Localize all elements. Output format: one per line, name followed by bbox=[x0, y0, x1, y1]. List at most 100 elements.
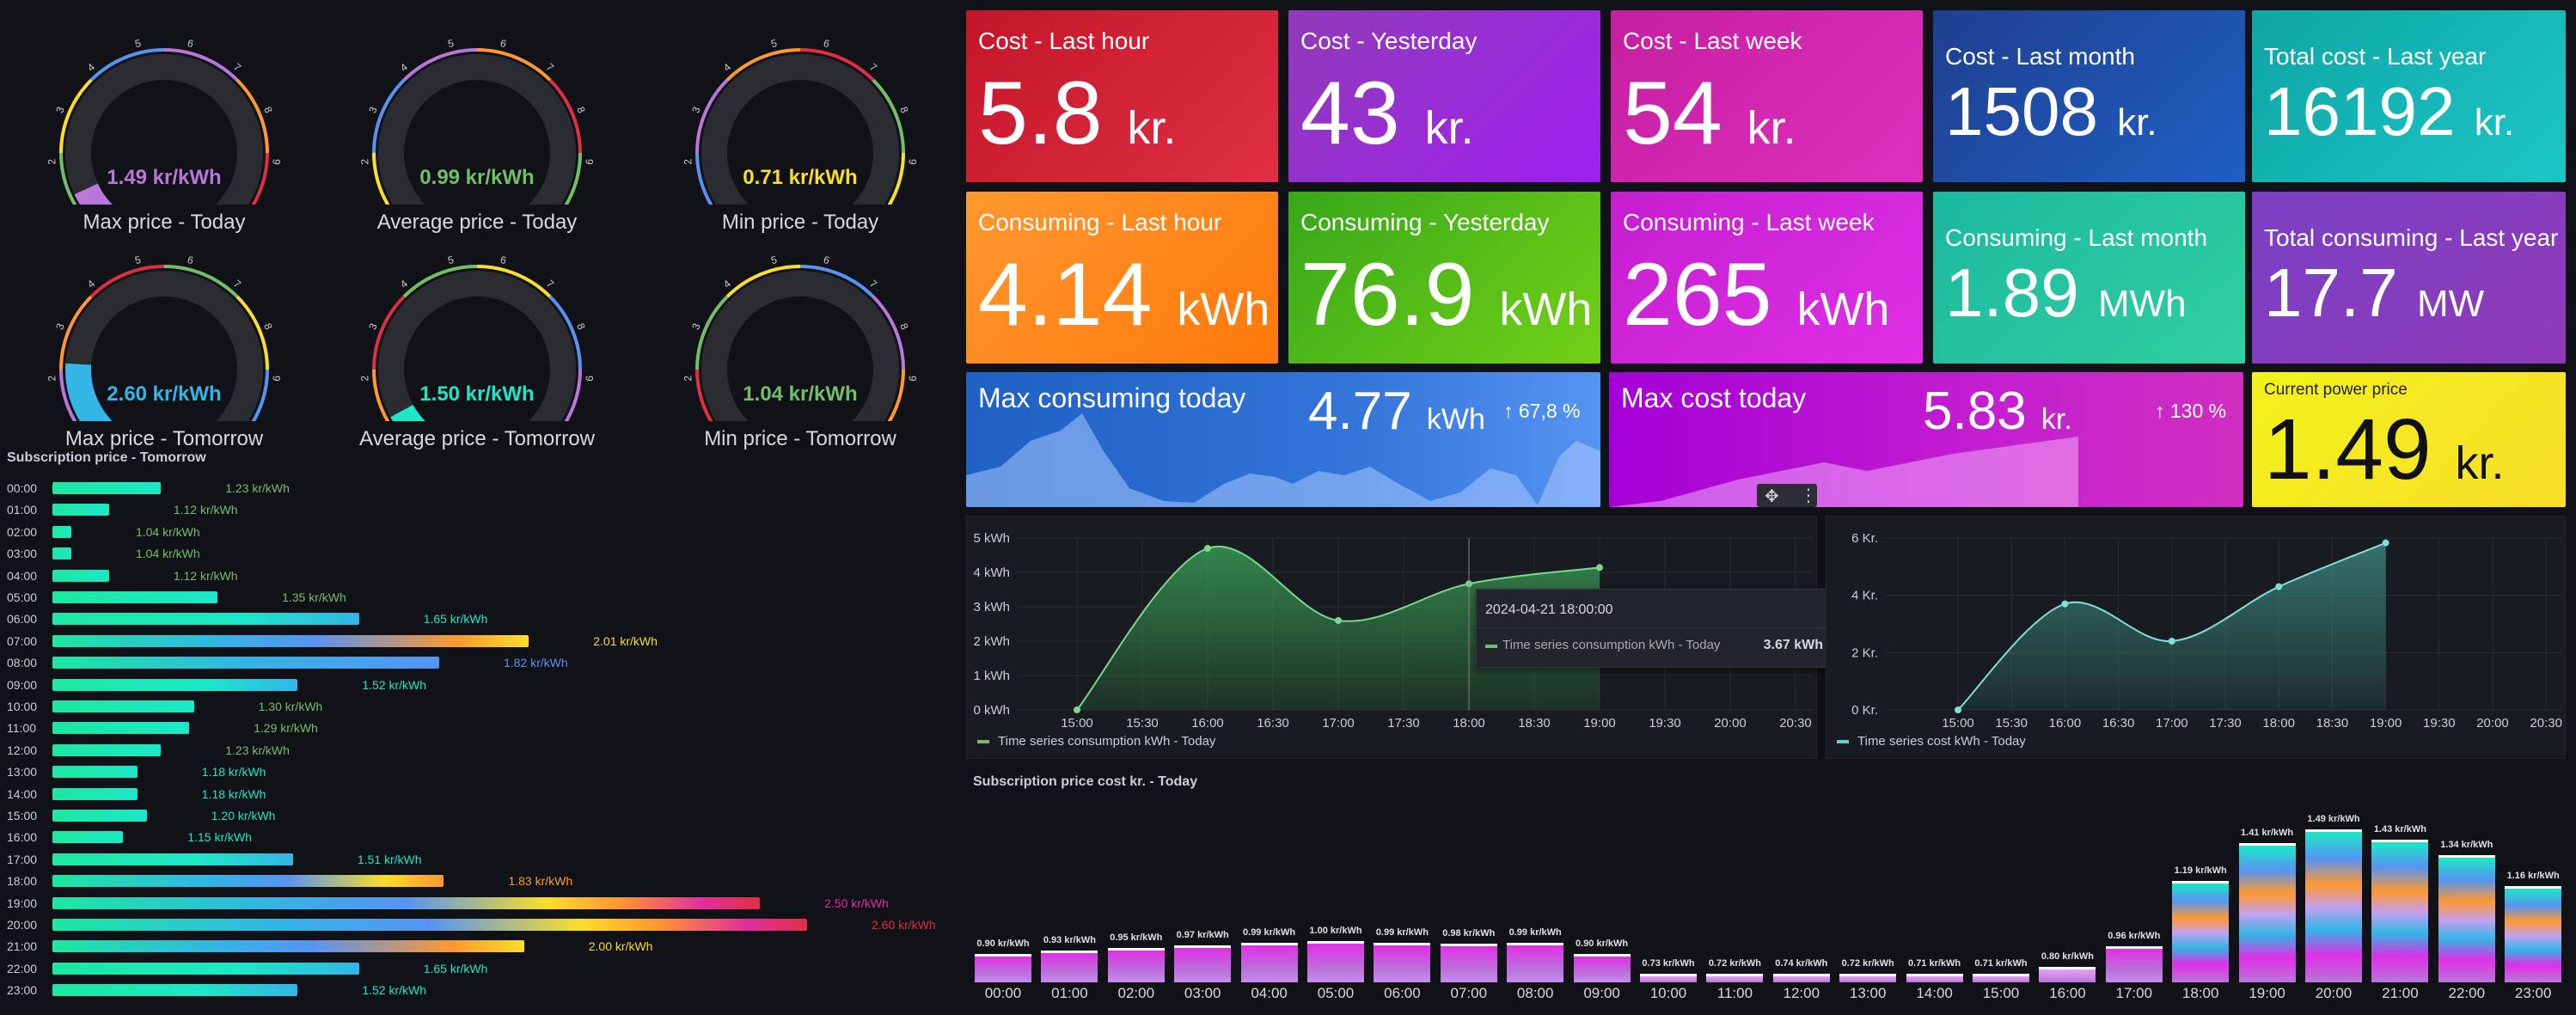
cost-timeseries-panel[interactable]: 0 Kr. 2 Kr. 4 Kr. 6 Kr. 15:00 15:30 16:00 16:30… bbox=[1826, 516, 2566, 759]
bar-column[interactable]: 0.93 kr/kWh 01:00 bbox=[1041, 767, 1098, 1012]
bar-column[interactable]: 0.99 kr/kWh 04:00 bbox=[1240, 767, 1298, 1012]
bar-gauge-row[interactable]: 09:00 1.52 kr/kWh bbox=[0, 675, 945, 696]
bar-gauge-row[interactable]: 15:00 1.20 kr/kWh bbox=[0, 805, 945, 827]
bar-gauge-row[interactable]: 14:00 1.18 kr/kWh bbox=[0, 784, 945, 805]
tile-value-number: 1508 bbox=[1945, 73, 2098, 150]
bar-column[interactable]: 0.74 kr/kWh 12:00 bbox=[1772, 767, 1830, 1012]
bar-gauge-row[interactable]: 03:00 1.04 kr/kWh bbox=[0, 543, 945, 565]
current-price-tile[interactable]: Current power price 1.49 kr. bbox=[2252, 372, 2566, 507]
gauge-value: 0.99 kr/kWh bbox=[419, 166, 535, 189]
bar-gauge-hour: 01:00 bbox=[7, 503, 38, 517]
cost-stat-tile[interactable]: Cost - Last week 54 kr. bbox=[1611, 10, 1923, 182]
bar-category-label: 12:00 bbox=[1783, 985, 1820, 1001]
bar-column[interactable]: 0.98 kr/kWh 07:00 bbox=[1440, 767, 1497, 1012]
bar-column[interactable]: 0.72 kr/kWh 13:00 bbox=[1839, 767, 1897, 1012]
consuming-stat-tile[interactable]: Total consuming - Last year 17.7 MW bbox=[2252, 192, 2566, 364]
max-cost-tile[interactable]: Max cost today 5.83 kr. ↑ 130 % ✥ ⋮ bbox=[1609, 372, 2243, 507]
x-tick-label: 19:30 bbox=[2423, 716, 2456, 731]
bar-column[interactable]: 0.97 kr/kWh 03:00 bbox=[1174, 767, 1232, 1012]
consumption-timeseries-panel[interactable]: 0 kWh 1 kWh 2 kWh 3 kWh 4 kWh 5 kWh 15:00 15:30… bbox=[966, 516, 1833, 759]
gauge-threshold-segment bbox=[89, 48, 165, 82]
bar-column[interactable]: 1.41 kr/kWh 19:00 bbox=[2238, 767, 2296, 1012]
bar-gauge-row[interactable]: 16:00 1.15 kr/kWh bbox=[0, 827, 945, 848]
bar-column[interactable]: 0.71 kr/kWh 14:00 bbox=[1906, 767, 1963, 1012]
consuming-stat-tile[interactable]: Consuming - Last hour 4.14 kWh bbox=[966, 192, 1278, 364]
bar-gauge-row[interactable]: 06:00 1.65 kr/kWh bbox=[0, 608, 945, 630]
bar-column[interactable]: 0.96 kr/kWh 17:00 bbox=[2105, 767, 2163, 1012]
bar-gauge-row[interactable]: 18:00 1.83 kr/kWh bbox=[0, 871, 945, 892]
tile-value-unit: kr. bbox=[1127, 102, 1177, 154]
bar-gauge-row[interactable]: 10:00 1.30 kr/kWh bbox=[0, 696, 945, 718]
bar-value-label: 0.90 kr/kWh bbox=[1576, 939, 1629, 949]
bar-fill bbox=[1174, 945, 1232, 982]
bar-gauge-row[interactable]: 08:00 1.82 kr/kWh bbox=[0, 652, 945, 674]
bar-column[interactable]: 0.72 kr/kWh 11:00 bbox=[1706, 767, 1764, 1012]
bar-column[interactable]: 0.73 kr/kWh 10:00 bbox=[1640, 767, 1697, 1012]
bar-column[interactable]: 1.16 kr/kWh 23:00 bbox=[2505, 767, 2562, 1012]
gauge-threshold-segment bbox=[59, 152, 77, 205]
bar-gauge-row[interactable]: 11:00 1.29 kr/kWh bbox=[0, 718, 945, 739]
bar-gauge-row[interactable]: 01:00 1.12 kr/kWh bbox=[0, 499, 945, 521]
bar-column[interactable]: 1.34 kr/kWh 22:00 bbox=[2438, 767, 2495, 1012]
bar-gauge-row[interactable]: 23:00 1.52 kr/kWh bbox=[0, 980, 945, 1001]
consuming-stat-tile[interactable]: Consuming - Last week 265 kWh bbox=[1611, 192, 1923, 364]
tile-value-number: 54 bbox=[1623, 64, 1722, 163]
bar-gauge-row[interactable]: 07:00 2.01 kr/kWh bbox=[0, 631, 945, 652]
bar-column[interactable]: 0.90 kr/kWh 00:00 bbox=[975, 767, 1031, 1012]
bar-column[interactable]: 1.00 kr/kWh 05:00 bbox=[1307, 767, 1364, 1012]
series-area bbox=[1958, 542, 2386, 710]
max-consuming-tile[interactable]: Max consuming today 4.77 kWh ↑ 67,8 % bbox=[966, 372, 1600, 507]
tile-value-number: 5.8 bbox=[978, 64, 1103, 163]
bar-gauge-row[interactable]: 05:00 1.35 kr/kWh bbox=[0, 587, 945, 608]
gauge-threshold-segment bbox=[59, 369, 77, 421]
bar-column[interactable]: 0.99 kr/kWh 06:00 bbox=[1374, 767, 1431, 1012]
bar-column[interactable]: 1.19 kr/kWh 18:00 bbox=[2172, 767, 2230, 1012]
menu-icon[interactable]: ⋮ bbox=[1800, 486, 1817, 505]
cost-stat-tile[interactable]: Cost - Last month 1508 kr. bbox=[1933, 10, 2245, 182]
move-icon[interactable]: ✥ bbox=[1765, 487, 1779, 506]
bar-gauge-row[interactable]: 19:00 2.50 kr/kWh bbox=[0, 893, 945, 914]
bar-gauge-row[interactable]: 21:00 2.00 kr/kWh bbox=[0, 936, 945, 957]
bar-column[interactable]: 0.80 kr/kWh 16:00 bbox=[2039, 767, 2096, 1012]
bar-gauge-row[interactable]: 20:00 2.60 kr/kWh bbox=[0, 914, 945, 936]
bar-column[interactable]: 1.49 kr/kWh 20:00 bbox=[2305, 767, 2362, 1012]
bar-gauge-row[interactable]: 13:00 1.18 kr/kWh bbox=[0, 761, 945, 783]
chart-legend[interactable]: Time series consumption kWh - Today bbox=[977, 734, 1215, 749]
chart-legend[interactable]: Time series cost kWh - Today bbox=[1837, 734, 2026, 749]
bar-column[interactable]: 0.95 kr/kWh 02:00 bbox=[1107, 767, 1165, 1012]
bar-value-label: 1.41 kr/kWh bbox=[2241, 828, 2294, 838]
gauge-tick-label: 10 bbox=[565, 420, 581, 421]
cost-stat-tile[interactable]: Total cost - Last year 16192 kr. bbox=[2252, 10, 2566, 182]
bar-column[interactable]: 0.90 kr/kWh 09:00 bbox=[1573, 767, 1631, 1012]
bar-column[interactable]: 1.43 kr/kWh 21:00 bbox=[2371, 767, 2429, 1012]
bar-column[interactable]: 0.99 kr/kWh 08:00 bbox=[1507, 767, 1564, 1012]
gauge-tick-label: 7 bbox=[867, 61, 879, 74]
bar-gauge-row[interactable]: 00:00 1.23 kr/kWh bbox=[0, 478, 945, 499]
data-point bbox=[2382, 539, 2389, 547]
consumption-chart[interactable]: 0 kWh 1 kWh 2 kWh 3 kWh 4 kWh 5 kWh 15:00 15:30… bbox=[967, 517, 1818, 731]
gauge-threshold-segment bbox=[372, 78, 406, 154]
consuming-stat-tile[interactable]: Consuming - Last month 1.89 MWh bbox=[1933, 192, 2245, 364]
cost-stat-tile[interactable]: Cost - Last hour 5.8 kr. bbox=[966, 10, 1278, 182]
bar-gauge-row[interactable]: 02:00 1.04 kr/kWh bbox=[0, 522, 945, 543]
bar-gauge-row[interactable]: 04:00 1.12 kr/kWh bbox=[0, 566, 945, 587]
tile-value-unit: MWh bbox=[2097, 283, 2187, 325]
gauge-threshold-segment bbox=[548, 78, 582, 154]
consuming-stat-tile[interactable]: Consuming - Yesterday 76.9 kWh bbox=[1288, 192, 1600, 364]
cost-stat-tile[interactable]: Cost - Yesterday 43 kr. bbox=[1288, 10, 1600, 182]
gauge-tick-label: 10 bbox=[565, 204, 581, 205]
cost-chart[interactable]: 0 Kr. 2 Kr. 4 Kr. 6 Kr. 15:00 15:30 16:00 16:30… bbox=[1826, 517, 2567, 731]
bar-gauge-row[interactable]: 17:00 1.51 kr/kWh bbox=[0, 849, 945, 871]
bar-gauge-hour: 08:00 bbox=[7, 656, 38, 670]
bar-column[interactable]: 0.71 kr/kWh 15:00 bbox=[1973, 767, 2029, 1012]
bar-gauge-fill bbox=[52, 504, 109, 517]
bar-gauge-row[interactable]: 22:00 1.65 kr/kWh bbox=[0, 958, 945, 980]
gauge-tick-label: 6 bbox=[187, 37, 195, 50]
bar-gauge-row[interactable]: 12:00 1.23 kr/kWh bbox=[0, 740, 945, 761]
